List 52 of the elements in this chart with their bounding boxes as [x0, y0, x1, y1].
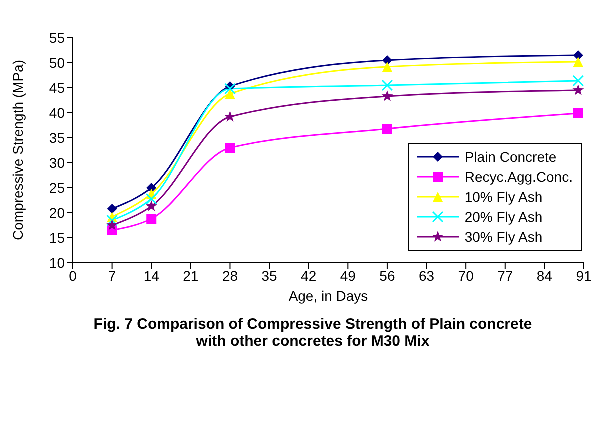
x-tick-label: 63 — [418, 268, 435, 284]
point — [382, 90, 394, 102]
legend-label: 10% Fly Ash — [464, 189, 543, 205]
point — [573, 50, 584, 60]
point — [573, 57, 584, 67]
point — [146, 214, 157, 224]
y-tick-label: 50 — [49, 54, 66, 71]
y-tick-label: 30 — [49, 154, 66, 171]
point — [382, 124, 392, 134]
x-tick-label: 49 — [340, 268, 356, 284]
y-tick-label: 35 — [49, 130, 66, 146]
text: Fig. 7 Comparison of Compressive Strength of Plain concrete with other concretes for M30 Mix — [92, 316, 534, 350]
point — [382, 80, 394, 92]
x-tick-label: 42 — [301, 268, 317, 284]
legend-label: Plain Concrete — [464, 149, 557, 165]
point — [146, 193, 158, 205]
y-tick-label: 25 — [49, 180, 66, 196]
point — [225, 143, 236, 153]
x-tick-label: 7 — [108, 268, 116, 284]
legend-label: 20% Fly Ash — [464, 209, 543, 225]
point — [106, 220, 118, 230]
legend-label: Recyc.Agg.Conc. — [464, 169, 573, 185]
point — [107, 204, 118, 214]
point — [382, 62, 392, 72]
y-tick-label: 45 — [49, 80, 66, 96]
x-axis-title: Age, in Days — [288, 288, 368, 304]
x-tick-label: 77 — [498, 268, 514, 284]
point — [572, 75, 584, 87]
x-tick-label: 14 — [144, 268, 160, 284]
point — [573, 108, 584, 118]
point — [382, 56, 392, 66]
x-tick-label: 0 — [69, 268, 78, 284]
y-tick-label: 10 — [49, 254, 66, 271]
point — [224, 111, 236, 122]
point — [224, 83, 236, 95]
legend-label: 30% Fly Ash — [464, 229, 543, 245]
x-tick-label: 56 — [380, 268, 396, 284]
x-tick-label: 35 — [262, 268, 278, 284]
y-tick-label: 20 — [49, 204, 66, 221]
x-tick-label: 70 — [458, 268, 474, 284]
x-tick-label: 84 — [536, 268, 553, 284]
point — [572, 84, 584, 96]
y-axis-title: Compressive Strength (MPa) — [10, 60, 26, 240]
x-tick-label: 28 — [222, 268, 238, 284]
x-tick-label: 21 — [183, 268, 199, 284]
point — [106, 214, 118, 226]
y-tick-label: 55 — [49, 30, 66, 46]
x-tick-label: 91 — [576, 268, 592, 284]
point — [146, 200, 158, 212]
point — [225, 89, 236, 99]
y-tick-label: 40 — [49, 104, 66, 121]
y-tick-label: 15 — [49, 230, 66, 246]
